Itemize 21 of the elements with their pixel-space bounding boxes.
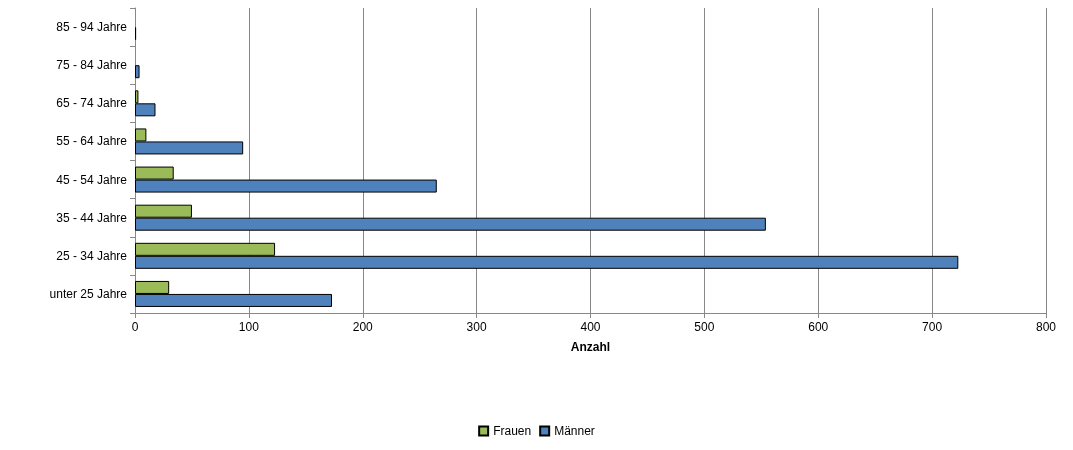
x-tick-label: 200 (352, 320, 374, 334)
x-tick-label: 500 (694, 320, 715, 334)
y-tick-label: 45 - 54 Jahre (56, 172, 128, 187)
y-tick-label: 25 - 34 Jahre (56, 248, 128, 263)
x-tick-label: 100 (238, 320, 260, 334)
x-tick-label: 300 (466, 320, 487, 334)
y-tick-label: 75 - 84 Jahre (56, 58, 128, 73)
x-tick-label: 0 (131, 320, 139, 334)
x-tick-label: 600 (808, 320, 829, 334)
legend-label: Frauen (493, 424, 532, 438)
y-tick-label: 65 - 74 Jahre (56, 96, 128, 111)
bar (135, 65, 140, 79)
y-tick-label: 35 - 44 Jahre (56, 210, 128, 225)
x-tick-label: 800 (1035, 320, 1057, 334)
x-tick-label: 400 (580, 320, 601, 334)
y-tick-label: 85 - 94 Jahre (56, 20, 128, 35)
legend-label: Männer (554, 424, 595, 438)
x-tick-label: 700 (922, 320, 943, 334)
y-tick-label: unter 25 Jahre (49, 286, 128, 301)
x-axis-title: Anzahl (570, 340, 611, 354)
y-tick-label: 55 - 64 Jahre (56, 134, 128, 149)
